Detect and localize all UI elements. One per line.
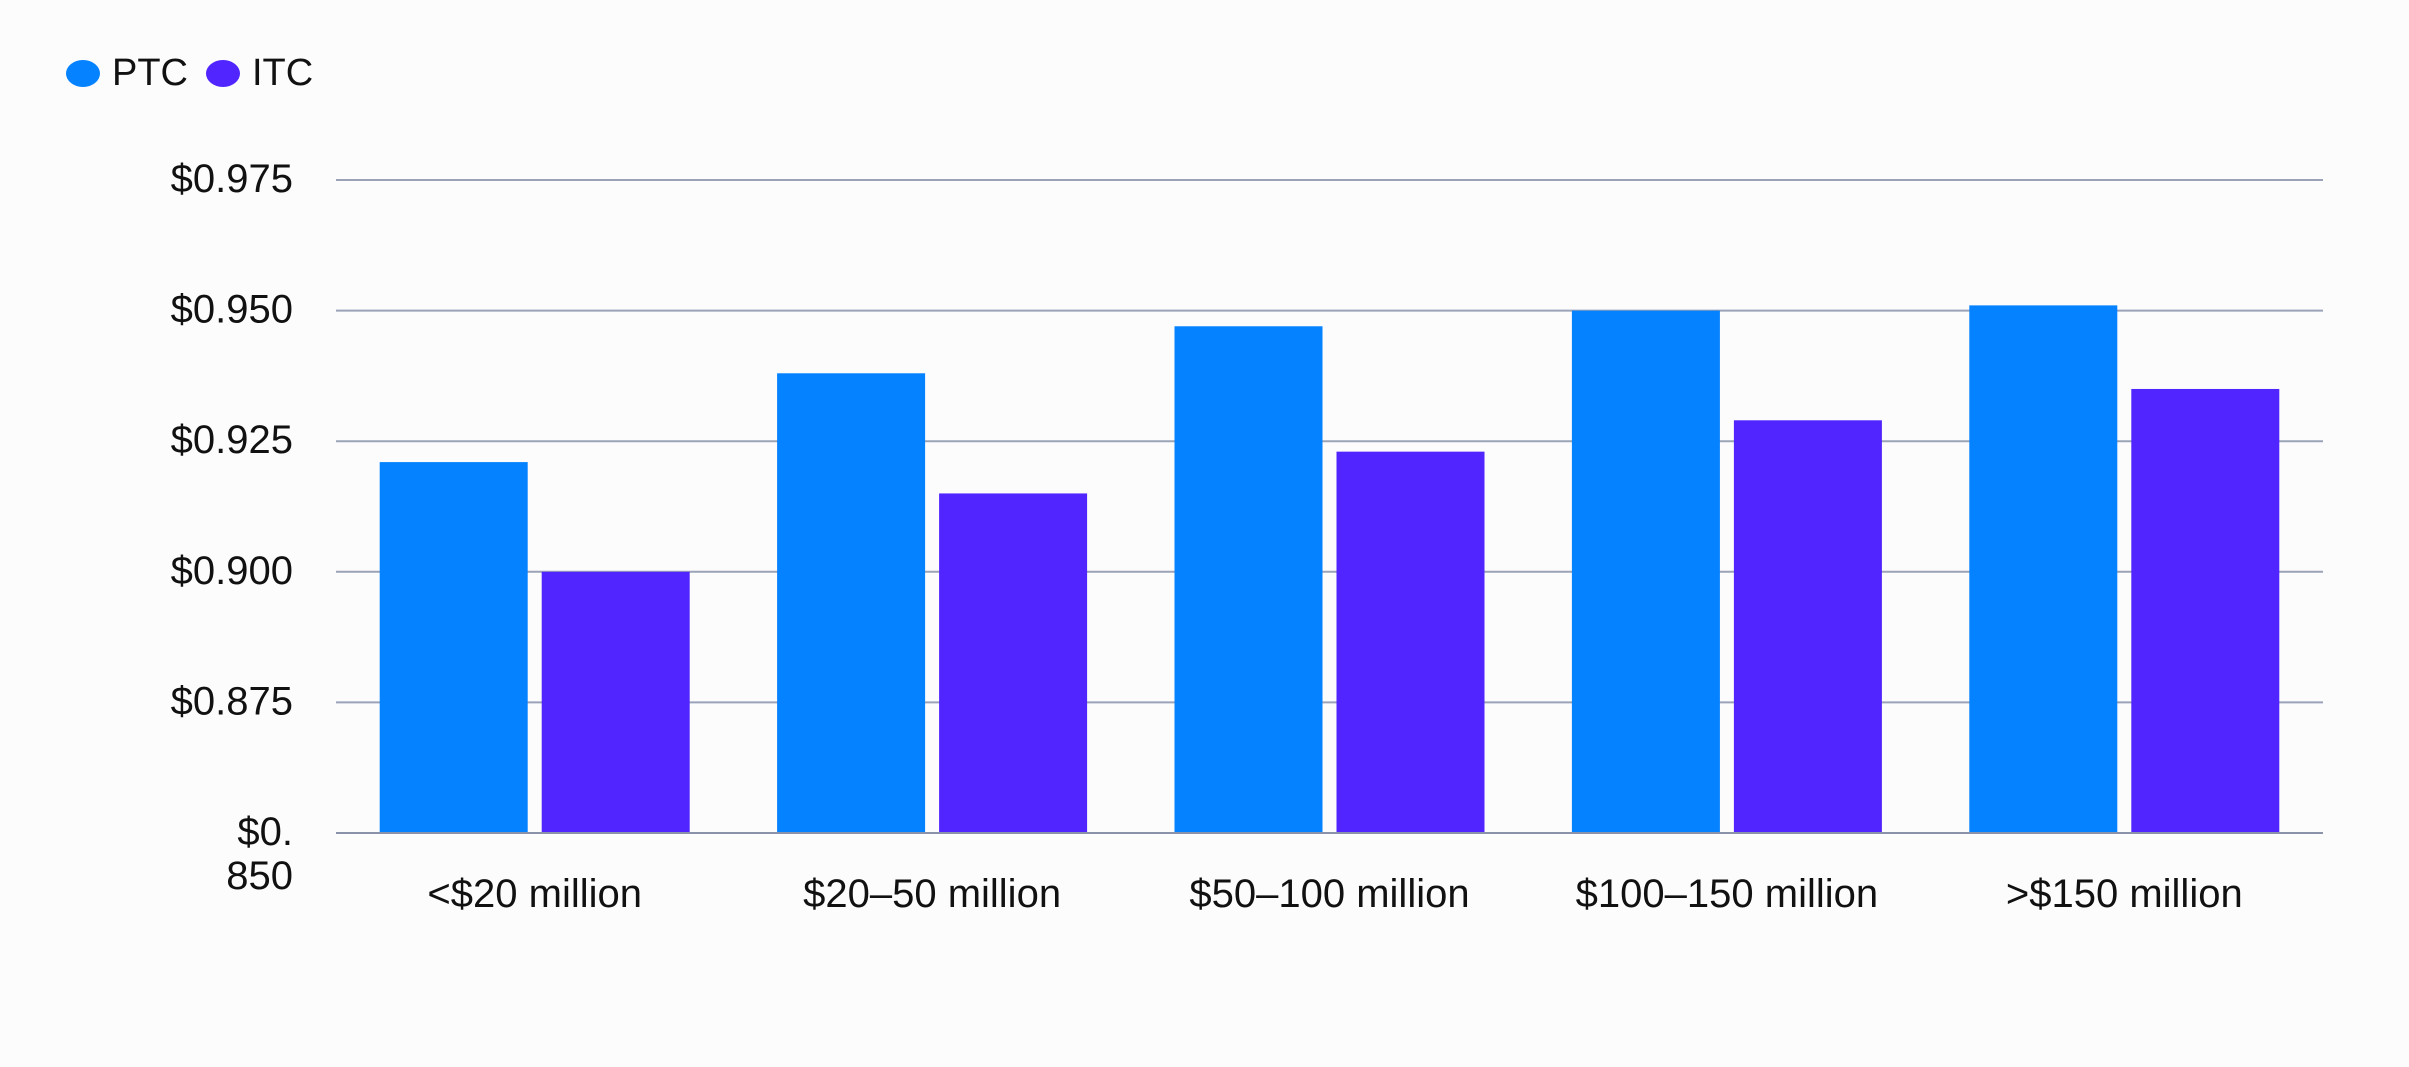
- y-tick-label: $0.900: [171, 549, 293, 593]
- bar-ptc: [1571, 310, 1720, 834]
- bar-ptc: [777, 373, 926, 833]
- legend: PTC ITC: [66, 52, 313, 95]
- legend-swatch-ptc: [66, 60, 100, 87]
- bar-itc: [541, 571, 690, 833]
- legend-label-ptc: PTC: [112, 52, 188, 94]
- x-tick-label: >$150 million: [2006, 872, 2243, 916]
- legend-label-itc: ITC: [252, 52, 314, 94]
- bar-itc: [2131, 388, 2280, 833]
- bar-ptc: [1174, 326, 1323, 833]
- bar-itc: [939, 493, 1088, 833]
- y-tick-label: $0.925: [171, 418, 293, 462]
- y-tick-label: $0.875: [171, 679, 293, 723]
- y-tick-label: $0.975: [171, 157, 293, 201]
- bar-ptc: [1969, 305, 2118, 834]
- x-tick-label: <$20 million: [427, 872, 642, 916]
- x-tick-label: $20–50 million: [803, 872, 1061, 916]
- bar-ptc: [379, 462, 528, 833]
- y-tick-label: $0. 850: [226, 810, 293, 898]
- bar-itc: [1733, 420, 1882, 833]
- y-tick-label: $0.950: [171, 288, 293, 332]
- x-tick-label: $100–150 million: [1576, 872, 1878, 916]
- legend-swatch-itc: [206, 60, 240, 87]
- bar-itc: [1336, 451, 1485, 833]
- legend-item-itc: ITC: [206, 52, 313, 95]
- legend-item-ptc: PTC: [66, 52, 188, 95]
- x-tick-label: $50–100 million: [1189, 872, 1469, 916]
